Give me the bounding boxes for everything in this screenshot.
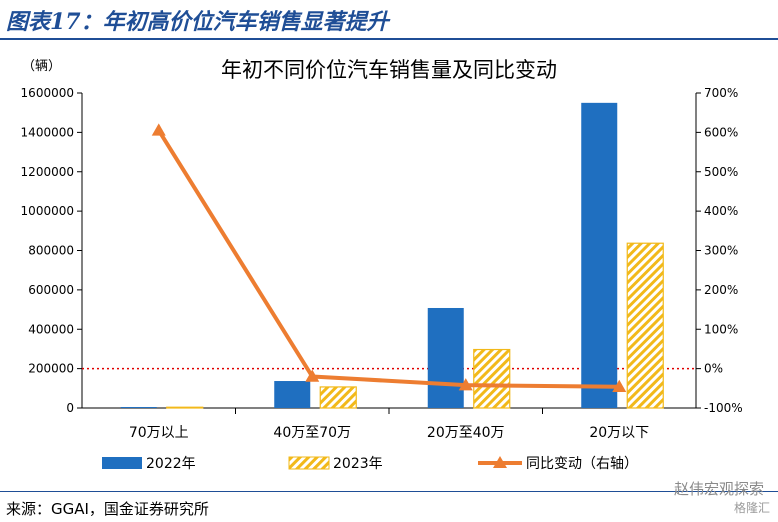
bar-2023 bbox=[166, 406, 204, 409]
bar-2022 bbox=[581, 102, 618, 408]
right-tick-label: 100% bbox=[704, 322, 738, 336]
watermark-secondary: 格隆汇 bbox=[733, 501, 770, 515]
right-tick-label: 600% bbox=[704, 125, 738, 139]
legend-label-2023: 2023年 bbox=[333, 456, 383, 472]
right-tick-label: 700% bbox=[704, 86, 738, 100]
left-tick-label: 0 bbox=[66, 401, 74, 415]
bar-2022 bbox=[120, 407, 157, 408]
footer-rule bbox=[0, 491, 778, 492]
chart-title: 年初不同价位汽车销售量及同比变动 bbox=[221, 58, 557, 82]
yoy-change-point bbox=[305, 369, 320, 382]
category-label: 20万至40万 bbox=[427, 425, 505, 441]
legend-marker-yoy bbox=[493, 456, 507, 468]
category-label: 40万至70万 bbox=[273, 425, 351, 441]
legend-label-2022: 2022年 bbox=[146, 456, 196, 472]
legend-swatch-2022 bbox=[102, 457, 142, 469]
right-tick-label: 200% bbox=[704, 283, 738, 297]
right-tick-label: 300% bbox=[704, 244, 738, 258]
title-rule bbox=[0, 38, 778, 40]
left-axis-unit: （辆） bbox=[22, 59, 61, 74]
left-tick-label: 1200000 bbox=[21, 165, 74, 179]
yoy-change-point bbox=[612, 379, 627, 392]
left-tick-label: 1600000 bbox=[21, 86, 74, 100]
left-tick-label: 800000 bbox=[28, 244, 74, 258]
left-tick-label: 200000 bbox=[28, 362, 74, 376]
yoy-change-point bbox=[151, 123, 166, 136]
bar-2023 bbox=[319, 386, 357, 409]
bar-2023 bbox=[473, 348, 511, 409]
right-tick-label: -100% bbox=[704, 401, 743, 415]
legend-swatch-2023 bbox=[288, 456, 330, 470]
left-tick-label: 1400000 bbox=[21, 125, 74, 139]
source-note: 来源：GGAI，国金证券研究所 bbox=[6, 500, 209, 518]
plot-area: 0 200000 400000 600000 800000 1000000 1200000 1… bbox=[21, 86, 743, 441]
bar-2023 bbox=[626, 242, 664, 409]
legend: 2022年 2023年 同比变动（右轴） bbox=[102, 456, 638, 472]
bar-2022 bbox=[427, 307, 464, 408]
left-tick-label: 1000000 bbox=[21, 204, 74, 218]
yoy-change-point bbox=[458, 378, 473, 391]
right-tick-label: 400% bbox=[704, 204, 738, 218]
yoy-change-line bbox=[157, 129, 620, 389]
bar-2022 bbox=[274, 381, 311, 408]
right-tick-label: 0% bbox=[704, 362, 723, 376]
figure-title: 图表17：年初高价位汽车销售显著提升 bbox=[6, 9, 389, 35]
category-label: 70万以上 bbox=[129, 425, 189, 441]
legend-label-yoy: 同比变动（右轴） bbox=[526, 456, 638, 472]
left-tick-label: 400000 bbox=[28, 322, 74, 336]
right-tick-label: 500% bbox=[704, 165, 738, 179]
category-label: 20万以下 bbox=[589, 425, 649, 441]
watermark: 赵伟宏观探索 bbox=[673, 480, 764, 498]
left-tick-label: 600000 bbox=[28, 283, 74, 297]
